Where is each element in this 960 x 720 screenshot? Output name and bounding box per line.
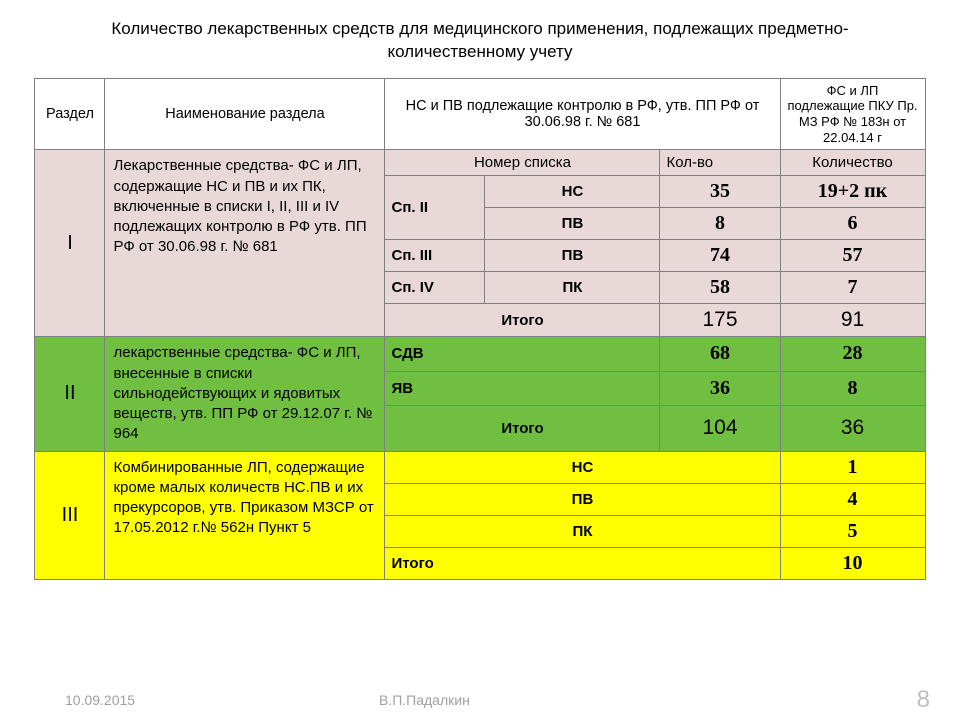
cell-type: ПВ (385, 483, 780, 515)
cell-v2: 57 (780, 240, 925, 272)
footer-author: В.П.Падалкин (379, 692, 470, 708)
cell-list: Сп. II (385, 176, 485, 240)
cell-v2: 8 (780, 371, 925, 405)
cell-v2: 19+2 пк (780, 176, 925, 208)
main-table: Раздел Наименование раздела НС и ПВ подл… (34, 78, 925, 580)
table-row: III Комбинированные ЛП, содержащие кроме… (35, 451, 925, 483)
cell-v1: 68 (660, 337, 780, 371)
section1-subheader: I Лекарственные средства- ФС и ЛП, содер… (35, 150, 925, 176)
total-v1: 104 (660, 406, 780, 451)
section2-num: II (35, 337, 105, 451)
total-label: Итого (385, 406, 660, 451)
total-v2: 91 (780, 304, 925, 337)
total-v2: 10 (780, 547, 925, 579)
cell-type: ЯВ (385, 371, 660, 405)
cell-v1: 36 (660, 371, 780, 405)
hdr-name: Наименование раздела (105, 78, 385, 149)
cell-type: НС (385, 451, 780, 483)
total-v1: 175 (660, 304, 780, 337)
hdr-section: Раздел (35, 78, 105, 149)
section1-sub-a: Номер списка (385, 150, 660, 176)
cell-v1: 8 (660, 208, 780, 240)
cell-type: НС (485, 176, 660, 208)
total-label: Итого (385, 304, 660, 337)
cell-type: ПК (385, 515, 780, 547)
cell-type: ПВ (485, 240, 660, 272)
cell-v2: 1 (780, 451, 925, 483)
section3-num: III (35, 451, 105, 579)
cell-v2: 5 (780, 515, 925, 547)
section1-num: I (35, 150, 105, 337)
cell-type: ПВ (485, 208, 660, 240)
table-row: II лекарственные средства- ФС и ЛП, внес… (35, 337, 925, 371)
section2-desc: лекарственные средства- ФС и ЛП, внесенн… (105, 337, 385, 451)
section1-sub-b: Кол-во (660, 150, 780, 176)
page-number: 8 (917, 686, 930, 714)
cell-type: СДВ (385, 337, 660, 371)
cell-list: Сп. III (385, 240, 485, 272)
cell-v1: 35 (660, 176, 780, 208)
section1-sub-c: Количество (780, 150, 925, 176)
footer-date: 10.09.2015 (65, 692, 135, 708)
cell-v1: 74 (660, 240, 780, 272)
hdr-pku: ФС и ЛП подлежащие ПКУ Пр. МЗ РФ № 183н … (780, 78, 925, 149)
cell-list: Сп. IV (385, 272, 485, 304)
cell-v2: 6 (780, 208, 925, 240)
hdr-control: НС и ПВ подлежащие контролю в РФ, утв. П… (385, 78, 780, 149)
section1-desc: Лекарственные средства- ФС и ЛП, содержа… (105, 150, 385, 337)
page-title: Количество лекарственных средств для мед… (0, 0, 960, 78)
cell-v1: 58 (660, 272, 780, 304)
table-header-row: Раздел Наименование раздела НС и ПВ подл… (35, 78, 925, 149)
cell-v2: 4 (780, 483, 925, 515)
total-label: Итого (385, 547, 780, 579)
section3-desc: Комбинированные ЛП, содержащие кроме мал… (105, 451, 385, 579)
cell-type: ПК (485, 272, 660, 304)
total-v2: 36 (780, 406, 925, 451)
cell-v2: 7 (780, 272, 925, 304)
footer: 10.09.2015 В.П.Падалкин (0, 692, 960, 708)
cell-v2: 28 (780, 337, 925, 371)
